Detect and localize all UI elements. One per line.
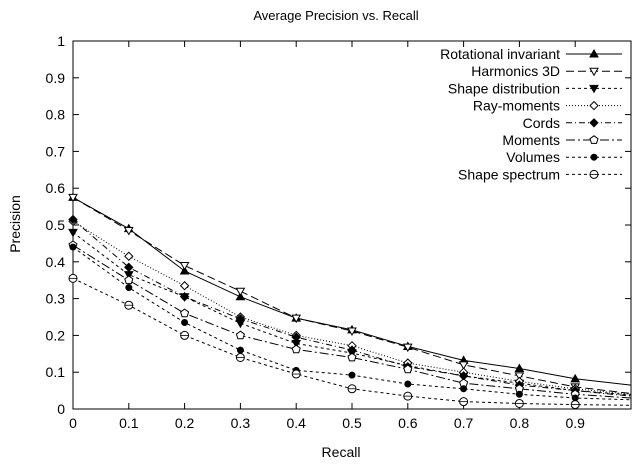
series-6	[69, 243, 632, 402]
legend-item: Rotational invariant	[440, 46, 622, 62]
y-tick-label: 0.1	[46, 364, 66, 380]
legend-marker	[589, 67, 599, 77]
series-line	[72, 220, 632, 395]
x-tick-label: 0.2	[175, 415, 195, 431]
data-point	[179, 292, 190, 302]
y-tick-label: 0.4	[46, 254, 66, 270]
y-tick-label: 0.5	[46, 217, 66, 233]
legend-marker	[589, 118, 599, 128]
data-point	[125, 284, 133, 292]
y-tick-label: 0.3	[46, 291, 66, 307]
data-point	[460, 385, 468, 393]
y-tick-label: 0.7	[46, 143, 66, 159]
data-point	[235, 330, 245, 340]
legend-item: Harmonics 3D	[471, 63, 622, 79]
legend-label: Volumes	[506, 149, 560, 165]
legend-item: Shape spectrum	[458, 166, 622, 182]
legend-label: Shape spectrum	[458, 166, 560, 182]
data-point	[514, 363, 525, 373]
legend-item: Ray-moments	[473, 98, 622, 114]
data-point	[570, 373, 581, 383]
data-point	[515, 390, 523, 398]
series-2	[68, 228, 632, 396]
chart-title: Average Precision vs. Recall	[253, 8, 418, 23]
series-layer	[68, 192, 632, 410]
x-tick-label: 0.8	[510, 415, 530, 431]
legend-label: Cords	[523, 115, 560, 131]
x-tick-label: 0.6	[398, 415, 418, 431]
data-point	[69, 243, 77, 251]
data-point	[124, 275, 134, 285]
y-tick-label: 0.9	[46, 70, 66, 86]
legend-label: Harmonics 3D	[471, 63, 560, 79]
data-point	[179, 265, 190, 275]
legend-marker	[589, 48, 599, 58]
legend-marker	[589, 100, 599, 111]
x-axis-label: Recall	[322, 444, 361, 460]
data-point	[571, 394, 579, 402]
data-point	[124, 251, 134, 261]
data-point	[235, 291, 246, 301]
series-4	[68, 214, 632, 397]
data-point	[347, 327, 357, 336]
series-line	[72, 244, 632, 399]
data-point	[291, 314, 302, 324]
series-line	[72, 219, 632, 397]
series-line	[72, 196, 632, 394]
series-7	[68, 273, 632, 410]
data-point	[347, 352, 357, 362]
data-point	[124, 262, 134, 273]
y-tick-label: 0.8	[46, 107, 66, 123]
data-point	[514, 372, 525, 381]
series-line	[72, 232, 632, 396]
legend-marker	[589, 135, 599, 144]
data-point	[458, 361, 469, 370]
x-tick-label: 0.7	[454, 415, 474, 431]
data-point	[291, 332, 301, 342]
legend-item: Volumes	[506, 149, 622, 165]
data-point	[180, 308, 190, 318]
data-point	[402, 343, 413, 353]
y-tick-label: 0	[57, 401, 65, 417]
legend-label: Ray-moments	[473, 98, 560, 114]
data-point	[68, 214, 78, 225]
legend-marker	[589, 84, 599, 94]
x-tick-label: 0	[69, 415, 77, 431]
data-point	[348, 371, 356, 379]
series-1	[68, 193, 632, 394]
y-tick-label: 0.6	[46, 180, 66, 196]
x-tick-label: 0.3	[231, 415, 251, 431]
y-tick-label: 0.2	[46, 327, 66, 343]
data-point	[179, 261, 190, 271]
series-3	[68, 216, 632, 395]
x-tick-label: 0.5	[342, 415, 362, 431]
data-point	[403, 364, 413, 374]
axis-ticks: 0 0.1 0.2 0.3 0.4 0.5 0.6 0.7 0.8 0.9 1 0 0.1 0.2 0.3 0…	[46, 33, 631, 431]
data-point	[235, 314, 246, 324]
legend-label: Moments	[502, 132, 560, 148]
data-point	[68, 228, 78, 238]
legend-item: Moments	[502, 132, 622, 148]
legend-label: Shape distribution	[448, 80, 560, 96]
legend-item: Cords	[523, 115, 622, 131]
legend-item: Shape distribution	[448, 80, 622, 96]
y-axis-label: Precision	[7, 195, 23, 253]
legend-marker	[590, 153, 598, 161]
data-point	[236, 346, 244, 354]
legend-label: Rotational invariant	[440, 46, 560, 62]
data-point	[235, 287, 246, 297]
data-point	[291, 344, 301, 354]
data-point	[179, 281, 190, 291]
data-point	[123, 227, 134, 236]
data-point	[68, 193, 78, 203]
x-tick-label: 0.1	[119, 415, 139, 431]
x-tick-label: 0.4	[286, 415, 306, 431]
data-point	[181, 319, 189, 327]
x-tick-label: 0.9	[565, 415, 585, 431]
y-tick-label: 1	[57, 33, 65, 49]
data-point	[404, 380, 412, 388]
